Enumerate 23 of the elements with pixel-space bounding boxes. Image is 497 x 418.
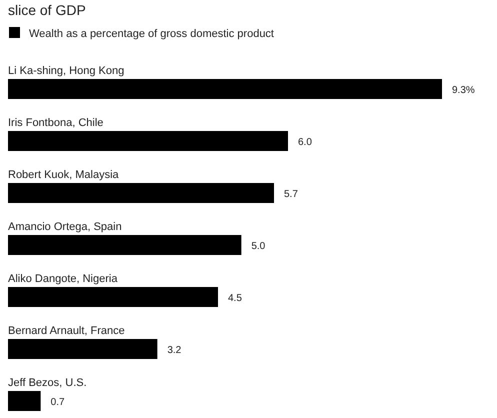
y-tick-label: Li Ka-shing, Hong Kong bbox=[8, 65, 124, 77]
data-label: 4.5 bbox=[228, 293, 242, 304]
bar bbox=[8, 235, 242, 255]
data-label: 3.2 bbox=[167, 345, 182, 356]
legend-label: Wealth as a percentage of gross domestic product bbox=[29, 28, 274, 40]
y-tick-label: Amancio Ortega, Spain bbox=[8, 221, 122, 233]
bar bbox=[8, 183, 274, 203]
data-label: 6.0 bbox=[298, 137, 312, 148]
data-label: 5.0 bbox=[251, 241, 266, 252]
bar bbox=[8, 131, 288, 151]
data-label: 5.7 bbox=[284, 189, 298, 200]
data-label: 9.3% bbox=[452, 85, 475, 96]
chart-title: slice of GDP bbox=[8, 2, 86, 18]
bar bbox=[8, 339, 158, 359]
y-tick-label: Jeff Bezos, U.S. bbox=[8, 377, 87, 389]
bar bbox=[8, 391, 41, 411]
data-label: 0.7 bbox=[50, 397, 66, 408]
bar bbox=[8, 79, 442, 99]
bar bbox=[8, 287, 218, 307]
y-tick-label: Robert Kuok, Malaysia bbox=[8, 169, 120, 181]
y-tick-label: Bernard Arnault, France bbox=[8, 325, 125, 337]
y-tick-label: Iris Fontbona, Chile bbox=[8, 117, 104, 129]
y-tick-label: Aliko Dangote, Nigeria bbox=[8, 273, 118, 285]
